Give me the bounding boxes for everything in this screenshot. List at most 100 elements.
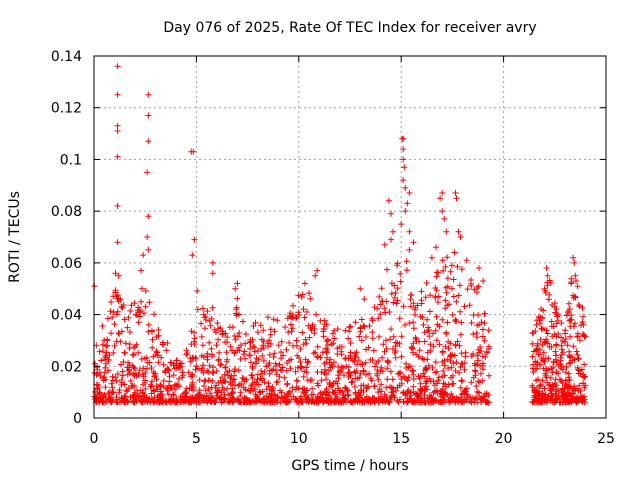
data-point bbox=[421, 356, 427, 363]
data-point bbox=[255, 356, 262, 363]
data-point bbox=[274, 317, 281, 324]
data-point bbox=[294, 352, 301, 359]
data-point bbox=[402, 208, 409, 215]
data-point bbox=[155, 359, 162, 366]
data-point bbox=[439, 190, 446, 196]
data-point bbox=[131, 300, 138, 307]
data-point bbox=[574, 333, 581, 340]
data-point bbox=[473, 330, 480, 337]
data-point bbox=[250, 323, 257, 329]
data-point bbox=[421, 373, 428, 380]
data-point bbox=[323, 321, 330, 328]
data-point bbox=[94, 386, 101, 392]
data-point bbox=[547, 374, 554, 381]
data-point bbox=[454, 263, 461, 270]
data-point bbox=[543, 374, 550, 381]
data-point bbox=[208, 393, 215, 400]
data-point bbox=[236, 330, 243, 336]
data-point bbox=[387, 336, 393, 343]
data-point bbox=[400, 398, 407, 405]
data-point bbox=[551, 398, 558, 405]
data-point bbox=[309, 398, 316, 405]
data-point bbox=[442, 381, 449, 388]
data-point bbox=[215, 357, 222, 364]
data-point bbox=[448, 364, 455, 371]
data-point bbox=[377, 301, 384, 308]
data-point bbox=[200, 311, 207, 318]
data-point bbox=[485, 392, 492, 399]
data-point bbox=[288, 321, 294, 328]
data-point bbox=[149, 328, 155, 335]
data-point bbox=[207, 390, 213, 397]
data-point bbox=[444, 254, 451, 261]
data-point bbox=[296, 312, 302, 319]
data-point bbox=[434, 380, 440, 387]
data-point bbox=[576, 303, 583, 310]
data-point bbox=[270, 354, 277, 361]
data-point bbox=[573, 278, 579, 284]
data-point bbox=[433, 313, 440, 320]
data-point bbox=[295, 309, 302, 316]
data-point bbox=[468, 277, 474, 283]
data-point bbox=[567, 333, 573, 340]
data-point bbox=[354, 392, 361, 399]
data-point bbox=[433, 337, 440, 344]
data-point bbox=[127, 307, 134, 314]
data-point bbox=[193, 396, 200, 403]
data-point bbox=[99, 323, 106, 329]
data-point bbox=[231, 382, 238, 389]
data-point bbox=[426, 392, 433, 399]
data-point bbox=[258, 336, 265, 343]
data-point bbox=[113, 394, 120, 401]
data-point bbox=[280, 352, 286, 359]
data-point bbox=[404, 399, 411, 406]
data-point bbox=[253, 381, 260, 388]
data-point bbox=[320, 325, 327, 332]
data-point bbox=[312, 349, 319, 356]
data-point bbox=[556, 376, 563, 383]
data-point bbox=[571, 356, 578, 363]
data-point bbox=[142, 288, 149, 294]
data-point bbox=[321, 370, 328, 376]
data-point bbox=[552, 348, 559, 355]
data-point bbox=[366, 323, 373, 329]
data-point bbox=[552, 356, 559, 363]
data-point bbox=[532, 366, 539, 372]
data-point bbox=[174, 381, 181, 388]
data-point bbox=[581, 374, 588, 381]
data-point bbox=[303, 309, 310, 315]
data-point bbox=[110, 349, 117, 356]
data-point bbox=[363, 371, 369, 378]
data-point bbox=[407, 363, 414, 370]
data-point bbox=[424, 316, 431, 323]
data-point bbox=[449, 372, 456, 379]
data-point bbox=[143, 354, 150, 361]
data-point bbox=[260, 327, 267, 334]
data-point bbox=[387, 368, 394, 375]
data-point bbox=[214, 392, 220, 399]
data-point bbox=[466, 398, 473, 405]
data-point bbox=[432, 285, 439, 291]
data-point bbox=[222, 339, 229, 346]
data-point bbox=[276, 361, 283, 368]
data-point bbox=[326, 359, 333, 366]
data-point bbox=[537, 382, 544, 389]
data-point bbox=[251, 386, 258, 392]
data-point bbox=[183, 347, 190, 354]
data-point bbox=[541, 285, 548, 292]
data-point bbox=[299, 329, 306, 336]
data-point bbox=[290, 302, 296, 309]
y-tick-label: 0.06 bbox=[51, 256, 82, 272]
data-point bbox=[250, 399, 257, 406]
data-point bbox=[122, 340, 129, 347]
data-point bbox=[163, 347, 170, 354]
data-point bbox=[537, 320, 544, 327]
data-point bbox=[549, 302, 555, 308]
data-point bbox=[441, 390, 448, 397]
data-point bbox=[252, 319, 259, 326]
data-point bbox=[563, 312, 570, 319]
x-tick-label: 20 bbox=[495, 431, 513, 447]
data-point bbox=[224, 372, 231, 379]
data-point bbox=[284, 391, 291, 397]
data-point bbox=[369, 335, 376, 342]
